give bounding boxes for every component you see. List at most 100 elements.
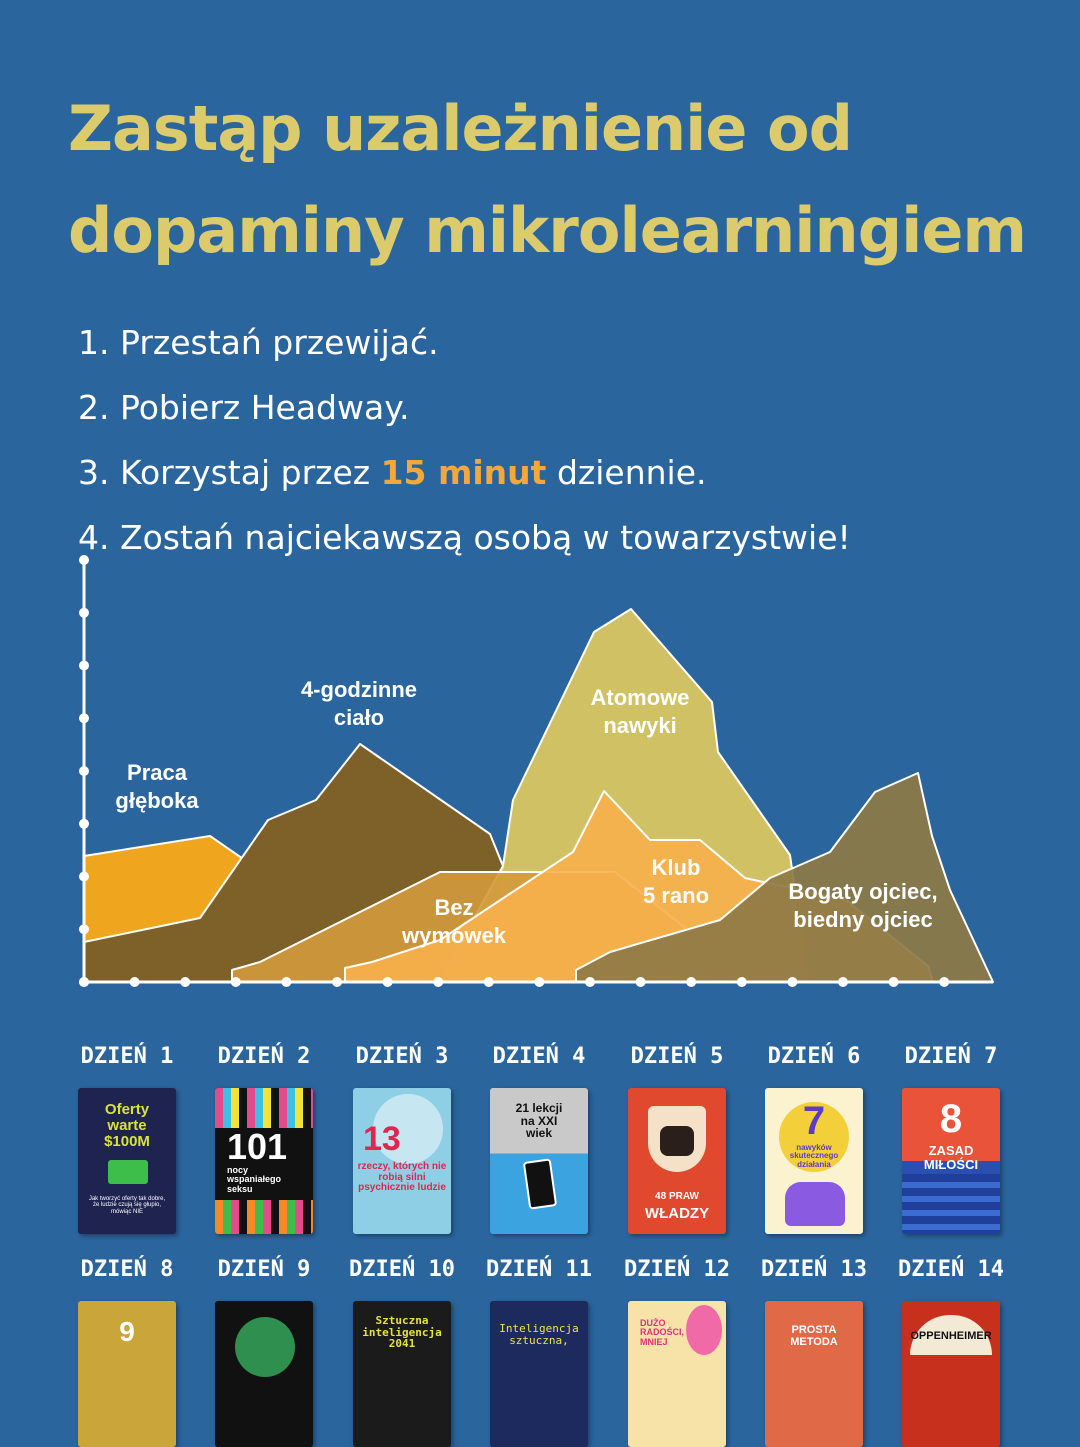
book-cover-9[interactable]	[215, 1301, 313, 1447]
day-card-6[interactable]: DZIEŃ 6 7 nawyków skutecznego działania	[750, 1040, 878, 1234]
day-card-3[interactable]: DZIEŃ 3 13 rzeczy, których nie robią sil…	[338, 1040, 466, 1234]
label-atomowe-2: nawyki	[603, 713, 676, 738]
lion-icon	[660, 1126, 694, 1156]
day-card-7[interactable]: DZIEŃ 7 8 ZASAD MIŁOŚCI	[887, 1040, 1015, 1234]
label-bogaty-2: biedny ojciec	[793, 907, 932, 932]
book-cover-6[interactable]: 7 nawyków skutecznego działania	[765, 1088, 863, 1234]
title-line-2: dopaminy mikrolearningiem	[68, 194, 1027, 267]
mountain-chart: Praca głęboka 4-godzinne ciało Atomowe n…	[79, 555, 994, 987]
book-subtitle: rzeczy, których nie robią silni psychicz…	[357, 1161, 447, 1193]
book-cover-8[interactable]: 9	[78, 1301, 176, 1447]
step-text-before: Korzystaj przez	[120, 453, 371, 492]
book-subtitle: nocy wspaniałego seksu	[227, 1165, 282, 1194]
bottles-pattern-top	[215, 1088, 313, 1128]
book-cover-3[interactable]: 13 rzeczy, których nie robią silni psych…	[353, 1088, 451, 1234]
book-cover-7[interactable]: 8 ZASAD MIŁOŚCI	[902, 1088, 1000, 1234]
day-card-13[interactable]: DZIEŃ 13 PROSTA METODA	[750, 1253, 878, 1447]
waves-pattern	[902, 1174, 1000, 1234]
day-label: DZIEŃ 1	[80, 1044, 174, 1069]
day-card-11[interactable]: DZIEŃ 11 Inteligencja sztuczna,	[475, 1253, 603, 1447]
day-card-8[interactable]: DZIEŃ 8 9	[63, 1253, 191, 1447]
day-card-4[interactable]: DZIEŃ 4 21 lekcji na XXI wiek	[475, 1040, 603, 1234]
book-cover-11[interactable]: Inteligencja sztuczna,	[490, 1301, 588, 1447]
x-axis-tick-dot	[686, 977, 697, 987]
day-card-12[interactable]: DZIEŃ 12 DUŻO RADOŚCI, MNIEJ	[613, 1253, 741, 1447]
x-axis-tick-dot	[79, 977, 89, 987]
y-axis-tick-dot	[79, 818, 89, 829]
book-subtitle: Jak tworzyć oferty tak dobre, że ludzie …	[88, 1196, 166, 1215]
book-title: DUŻO RADOŚCI, MNIEJ	[640, 1318, 685, 1347]
book-cover-12[interactable]: DUŻO RADOŚCI, MNIEJ	[628, 1301, 726, 1447]
book-subtitle: nawyków skutecznego działania	[789, 1143, 839, 1169]
y-axis-tick-dot	[79, 924, 89, 935]
step-number: 1.	[78, 323, 110, 362]
x-axis-tick-dot	[888, 977, 899, 987]
day-label: DZIEŃ 12	[624, 1257, 730, 1282]
label-praca-gleboka-1: Praca	[127, 760, 188, 785]
y-axis-tick-dot	[79, 555, 89, 565]
book-cover-5[interactable]: 48 PRAW WŁADZY	[628, 1088, 726, 1234]
book-cover-14[interactable]: OPPENHEIMER	[902, 1301, 1000, 1447]
x-axis-tick-dot	[433, 977, 444, 987]
day-label: DZIEŃ 9	[217, 1257, 311, 1282]
book-title: 101	[227, 1126, 288, 1167]
day-label: DZIEŃ 8	[80, 1257, 174, 1282]
step-number: 3.	[78, 453, 110, 492]
day-label: DZIEŃ 11	[486, 1257, 592, 1282]
step-number: 2.	[78, 388, 110, 427]
book-cover-13[interactable]: PROSTA METODA	[765, 1301, 863, 1447]
x-axis-tick-dot	[939, 977, 950, 987]
x-axis-tick-dot	[838, 977, 848, 987]
x-axis-tick-dot	[635, 977, 646, 987]
x-axis-tick-dot	[281, 977, 292, 987]
step-item: 1. Przestań przewijać.	[78, 316, 851, 381]
face-graphic	[686, 1305, 722, 1355]
label-praca-gleboka-2: głęboka	[115, 788, 199, 813]
label-klub-1: Klub	[652, 855, 701, 880]
x-axis-tick-dot	[736, 977, 747, 987]
book-cover-4[interactable]: 21 lekcji na XXI wiek	[490, 1088, 588, 1234]
day-label: DZIEŃ 14	[898, 1257, 1004, 1282]
book-title: 48 PRAW	[655, 1191, 699, 1202]
label-cialo-1: 4-godzinne	[301, 677, 417, 702]
book-cover-10[interactable]: Sztuczna inteligencja 2041	[353, 1301, 451, 1447]
label-bez-2: wymówek	[401, 923, 507, 948]
x-axis-tick-dot	[382, 977, 393, 987]
label-cialo-2: ciało	[334, 705, 384, 730]
title-line-1: Zastąp uzależnienie od	[68, 92, 853, 165]
book-cover-2[interactable]: 101 nocy wspaniałego seksu	[215, 1088, 313, 1234]
book-subtitle: ZASAD MIŁOŚCI	[923, 1143, 979, 1172]
day-card-1[interactable]: DZIEŃ 1 Oferty warte $100M Jak tworzyć ofe…	[63, 1040, 191, 1234]
day-label: DZIEŃ 2	[217, 1044, 311, 1069]
day-label: DZIEŃ 10	[349, 1257, 455, 1282]
book-title: 9	[119, 1316, 135, 1347]
day-card-2[interactable]: DZIEŃ 2 101 nocy wspaniałego seksu	[200, 1040, 328, 1234]
book-title: 13	[363, 1120, 401, 1158]
x-axis-tick-dot	[483, 977, 494, 987]
book-cover-1[interactable]: Oferty warte $100M Jak tworzyć oferty tak …	[78, 1088, 176, 1234]
day-label: DZIEŃ 7	[904, 1044, 998, 1069]
book-title: Inteligencja sztuczna,	[499, 1322, 579, 1347]
day-card-5[interactable]: DZIEŃ 5 48 PRAW WŁADZY	[613, 1040, 741, 1234]
x-axis-tick-dot	[585, 977, 595, 987]
gear-icon	[779, 1102, 849, 1172]
globe-icon	[235, 1317, 295, 1377]
shatter-graphic	[373, 1094, 443, 1164]
book-title: Sztuczna inteligencja 2041	[362, 1314, 442, 1351]
step-text: Zostań najciekawszą osobą w towarzystwie…	[120, 518, 851, 557]
label-atomowe-1: Atomowe	[591, 685, 690, 710]
day-label: DZIEŃ 3	[355, 1044, 449, 1069]
day-card-10[interactable]: DZIEŃ 10 Sztuczna inteligencja 2041	[338, 1253, 466, 1447]
day-card-9[interactable]: DZIEŃ 9	[200, 1253, 328, 1447]
y-axis-tick-dot	[79, 871, 89, 882]
x-axis-tick-dot	[180, 977, 191, 987]
day-card-14[interactable]: DZIEŃ 14 OPPENHEIMER	[887, 1253, 1015, 1447]
label-bogaty-1: Bogaty ojciec,	[788, 879, 937, 904]
book-title: 8	[939, 1097, 963, 1141]
book-subtitle: WŁADZY	[644, 1205, 710, 1222]
cash-icon	[108, 1160, 148, 1184]
x-axis-tick-dot	[129, 977, 140, 987]
x-axis-tick-dot	[230, 977, 241, 987]
label-bez-1: Bez	[434, 895, 473, 920]
hand-icon	[785, 1182, 845, 1226]
